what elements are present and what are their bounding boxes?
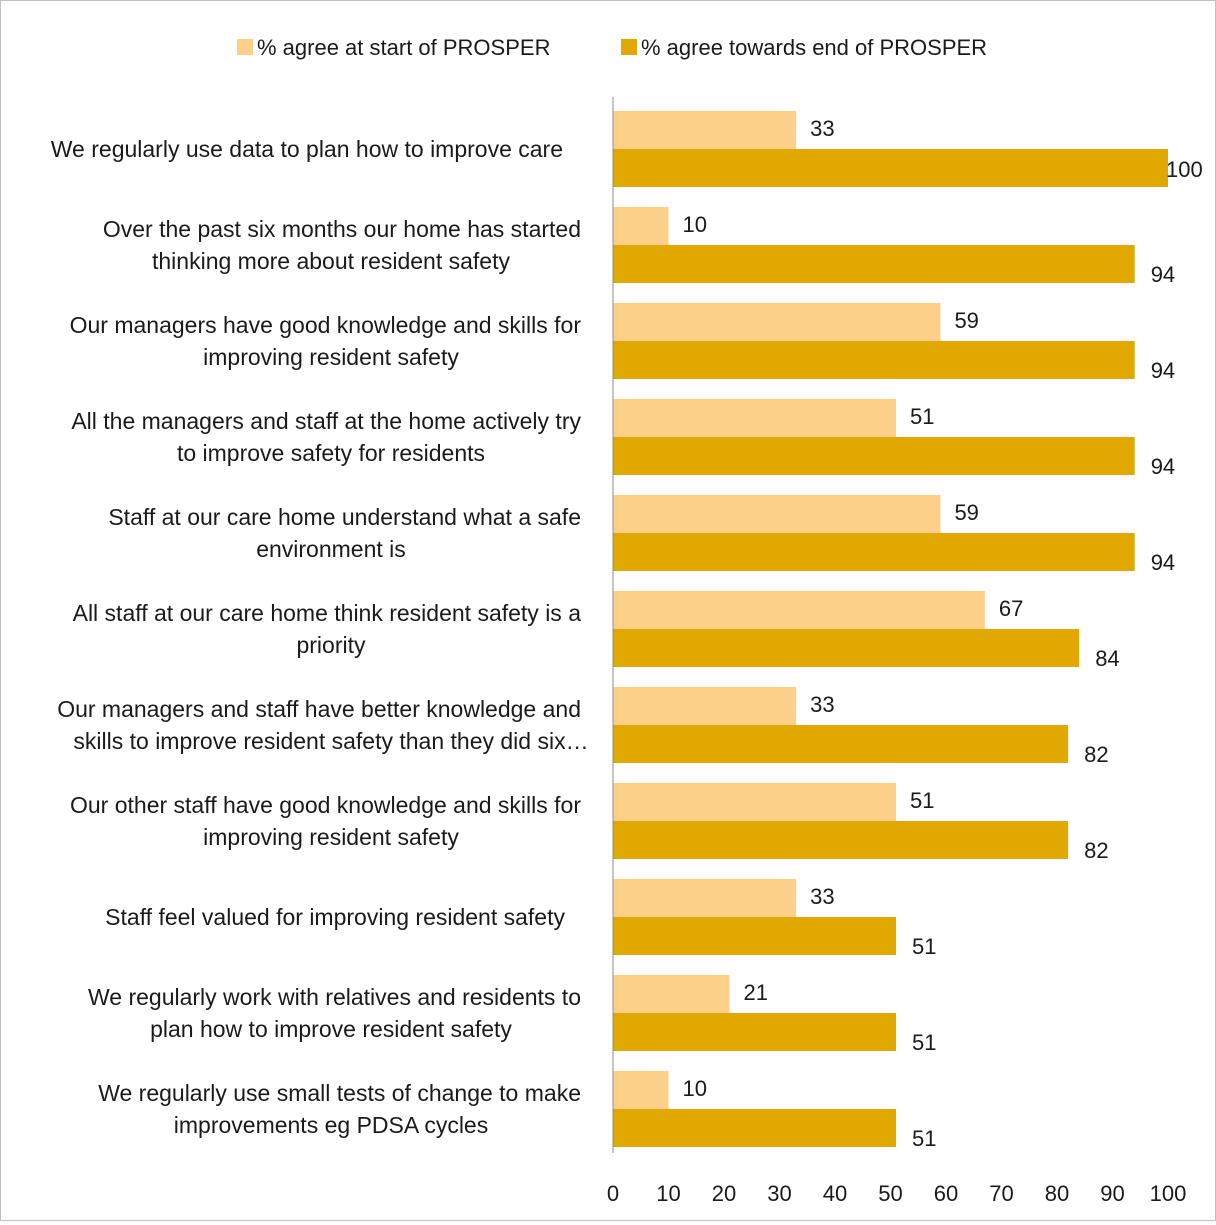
bar-1-8 (613, 917, 897, 955)
x-tick-label-8: 80 (1045, 1181, 1069, 1206)
data-label-0-7: 51 (910, 788, 934, 813)
bar-1-6 (613, 725, 1069, 763)
category-label-1-line-1: thinking more about resident safety (152, 248, 510, 274)
category-labels: We regularly use data to plan how to imp… (51, 136, 589, 1138)
data-label-0-9: 21 (744, 980, 768, 1005)
data-label-0-4: 59 (954, 500, 978, 525)
data-label-1-6: 82 (1084, 742, 1108, 767)
x-tick-label-9: 90 (1100, 1181, 1124, 1206)
bar-1-2 (613, 341, 1135, 379)
bar-0-0 (613, 111, 797, 149)
data-label-1-0: 100 (1166, 157, 1203, 182)
category-label-5-line-1: priority (296, 632, 366, 658)
x-tick-label-2: 20 (712, 1181, 736, 1206)
x-tick-label-3: 30 (767, 1181, 791, 1206)
category-label-0: We regularly use data to plan how to imp… (51, 136, 563, 162)
category-label-6-line-1: skills to improve resident safety than t… (73, 728, 588, 754)
legend-swatch-0 (237, 39, 253, 55)
bar-0-4 (613, 495, 941, 533)
x-tick-label-1: 10 (656, 1181, 680, 1206)
bar-0-3 (613, 399, 897, 437)
legend-label-0: % agree at start of PROSPER (257, 35, 550, 60)
data-label-0-1: 10 (683, 212, 707, 237)
bar-0-6 (613, 687, 797, 725)
data-label-0-3: 51 (910, 404, 934, 429)
x-tick-label-10: 100 (1150, 1181, 1187, 1206)
data-label-1-1: 94 (1151, 262, 1175, 287)
category-label-10-line-1: improvements eg PDSA cycles (174, 1112, 488, 1138)
legend: % agree at start of PROSPER % agree towar… (237, 35, 987, 60)
category-label-9-line-1: plan how to improve resident safety (150, 1016, 512, 1042)
category-label-4-line-1: environment is (256, 536, 406, 562)
category-label-8: Staff feel valued for improving resident… (105, 904, 565, 930)
bar-1-1 (613, 245, 1135, 283)
data-label-1-3: 94 (1151, 454, 1175, 479)
data-label-0-8: 33 (810, 884, 834, 909)
data-label-0-2: 59 (954, 308, 978, 333)
category-label-2-line-0: Our managers have good knowledge and ski… (70, 312, 582, 338)
category-label-7-line-1: improving resident safety (203, 824, 459, 850)
data-label-1-8: 51 (912, 934, 936, 959)
x-tick-label-7: 70 (989, 1181, 1013, 1206)
x-tick-label-4: 40 (823, 1181, 847, 1206)
bars-group: 33 100 10 94 59 94 51 94 59 94 67 84 33 82 51 82 33 51 21 5… (613, 111, 1203, 1151)
category-label-5-line-0: All staff at our care home think residen… (73, 600, 582, 626)
bar-1-0 (613, 149, 1168, 187)
bar-0-7 (613, 783, 897, 821)
bar-0-8 (613, 879, 797, 917)
category-label-2-line-1: improving resident safety (203, 344, 459, 370)
category-label-4-line-0: Staff at our care home understand what a… (108, 504, 581, 530)
category-label-7-line-0: Our other staff have good knowledge and … (70, 792, 581, 818)
bar-1-7 (613, 821, 1069, 859)
bar-0-10 (613, 1071, 669, 1109)
data-label-0-6: 33 (810, 692, 834, 717)
bar-0-5 (613, 591, 985, 629)
category-label-3-line-1: to improve safety for residents (177, 440, 485, 466)
x-axis: 0 10 20 30 40 50 60 70 80 90 100 (607, 97, 1186, 1206)
data-label-1-7: 82 (1084, 838, 1108, 863)
bar-1-9 (613, 1013, 897, 1051)
data-label-1-2: 94 (1151, 358, 1175, 383)
bar-1-5 (613, 629, 1080, 667)
legend-label-1: % agree towards end of PROSPER (641, 35, 987, 60)
category-label-3-line-0: All the managers and staff at the home a… (71, 408, 581, 434)
bar-1-4 (613, 533, 1135, 571)
bar-0-1 (613, 207, 669, 245)
category-label-10-line-0: We regularly use small tests of change t… (98, 1080, 581, 1106)
bar-1-3 (613, 437, 1135, 475)
category-label-9-line-0: We regularly work with relatives and res… (88, 984, 581, 1010)
data-label-1-9: 51 (912, 1030, 936, 1055)
data-label-0-10: 10 (683, 1076, 707, 1101)
category-label-6-line-0: Our managers and staff have better knowl… (57, 696, 581, 722)
x-tick-label-6: 60 (934, 1181, 958, 1206)
bar-0-2 (613, 303, 941, 341)
data-label-0-5: 67 (999, 596, 1023, 621)
data-label-1-5: 84 (1095, 646, 1119, 671)
x-tick-label-0: 0 (607, 1181, 619, 1206)
bar-0-9 (613, 975, 730, 1013)
data-label-1-4: 94 (1151, 550, 1175, 575)
category-label-1-line-0: Over the past six months our home has st… (103, 216, 581, 242)
data-label-0-0: 33 (810, 116, 834, 141)
x-tick-label-5: 50 (878, 1181, 902, 1206)
data-label-1-10: 51 (912, 1126, 936, 1151)
bar-1-10 (613, 1109, 897, 1147)
legend-swatch-1 (621, 39, 637, 55)
